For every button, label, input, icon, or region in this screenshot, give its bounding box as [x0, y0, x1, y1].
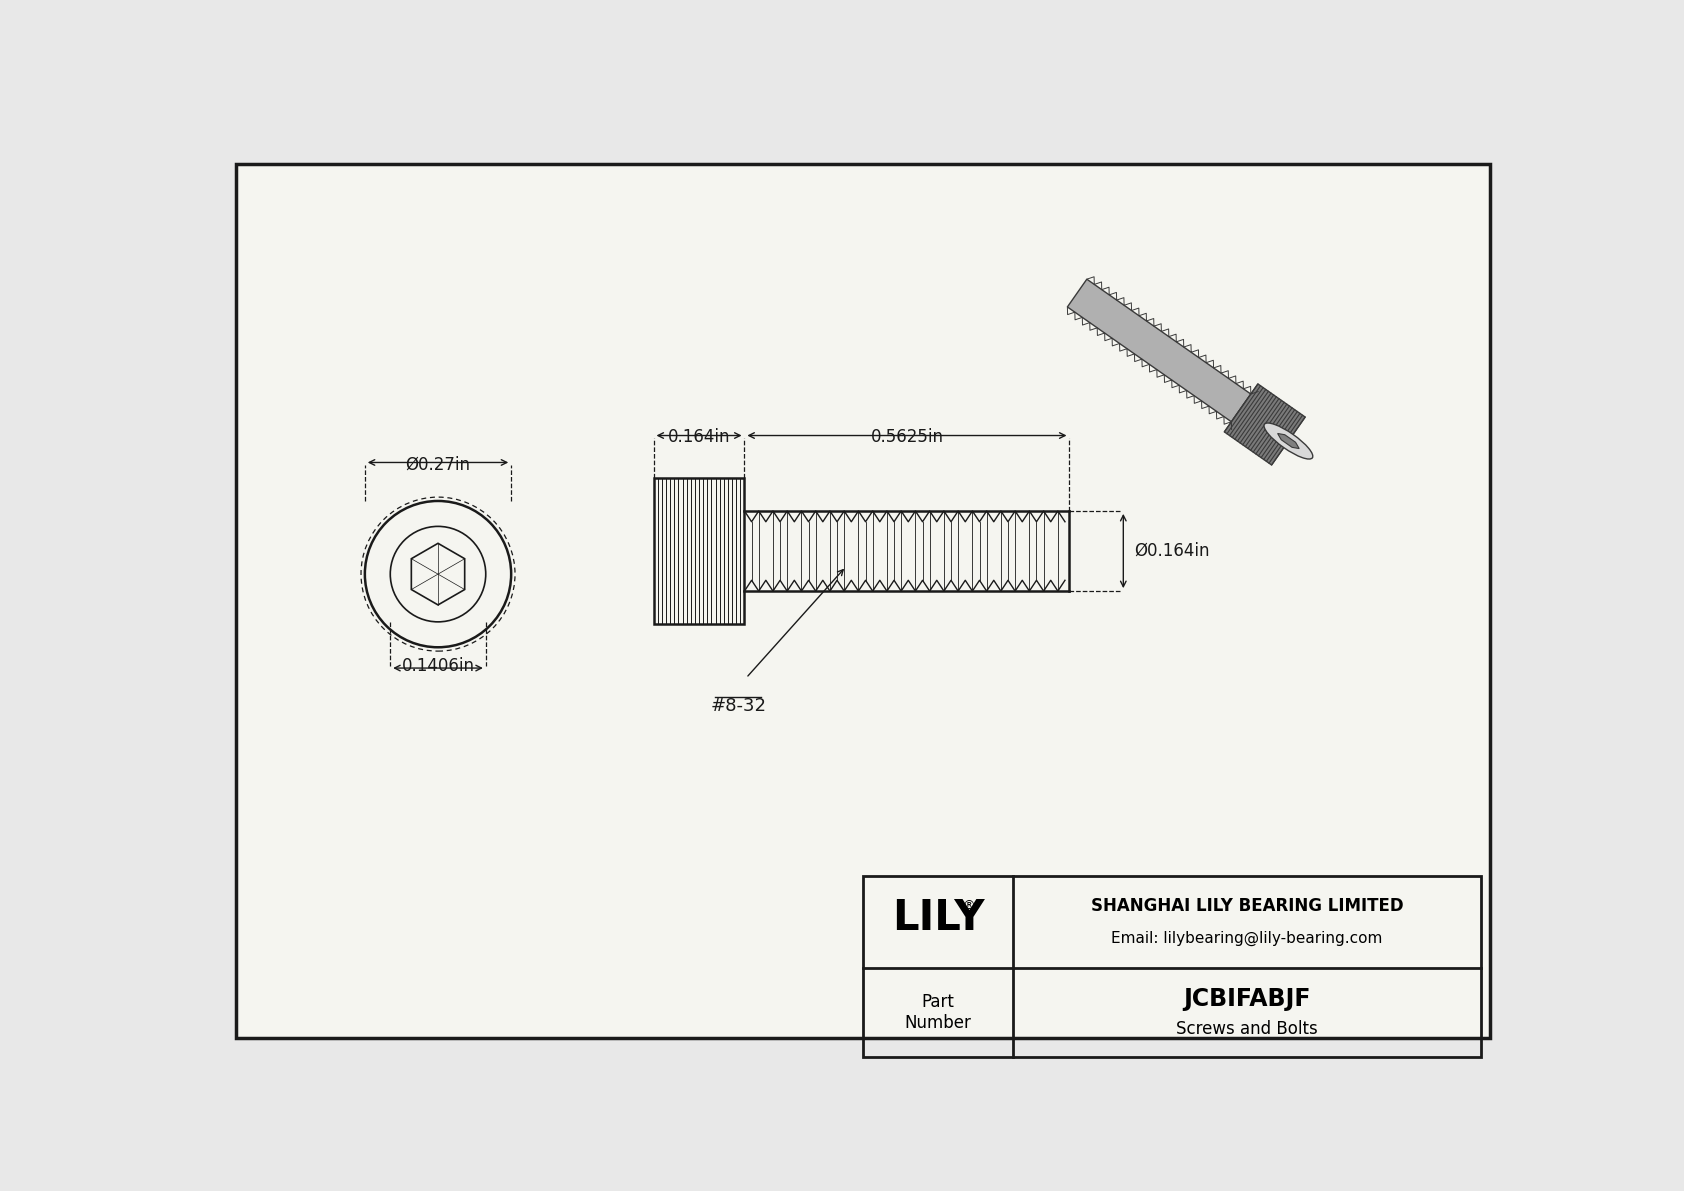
Ellipse shape — [1265, 423, 1314, 459]
Text: Part
Number: Part Number — [904, 993, 972, 1033]
Text: 0.5625in: 0.5625in — [871, 429, 943, 447]
Text: 0.164in: 0.164in — [669, 429, 731, 447]
Text: Screws and Bolts: Screws and Bolts — [1175, 1019, 1319, 1037]
Text: #8-32: #8-32 — [711, 697, 766, 716]
Bar — [862, 875, 1480, 1056]
Polygon shape — [1278, 434, 1298, 449]
Polygon shape — [1068, 279, 1251, 422]
Text: Email: lilybearing@lily-bearing.com: Email: lilybearing@lily-bearing.com — [1111, 931, 1383, 947]
Text: ®: ® — [963, 899, 975, 912]
Bar — [653, 478, 744, 624]
Polygon shape — [1224, 384, 1305, 464]
Text: SHANGHAI LILY BEARING LIMITED: SHANGHAI LILY BEARING LIMITED — [1091, 897, 1403, 915]
Text: 0.1406in: 0.1406in — [401, 657, 475, 675]
Text: Ø0.27in: Ø0.27in — [406, 455, 470, 473]
Text: LILY: LILY — [893, 897, 985, 939]
Text: JCBIFABJF: JCBIFABJF — [1184, 987, 1310, 1011]
Text: Ø0.164in: Ø0.164in — [1133, 542, 1209, 560]
